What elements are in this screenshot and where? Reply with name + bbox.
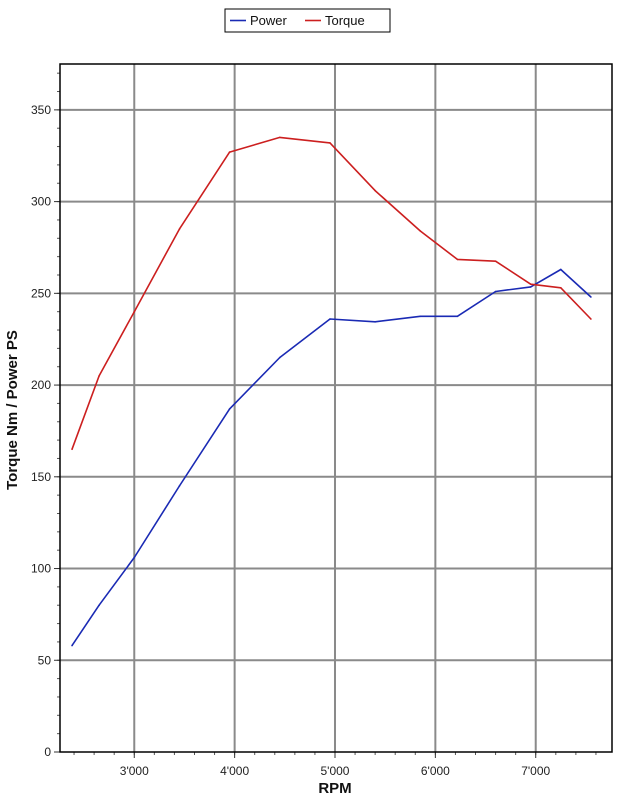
data-point-torque [278,136,281,139]
data-point-torque [494,260,497,263]
data-point-torque [98,375,100,377]
data-point-torque [456,258,459,261]
x-tick-label: 3'000 [120,764,149,778]
y-tick-label: 200 [31,378,51,392]
data-point-power [560,268,562,271]
x-axis-title: RPM [318,780,351,797]
x-tick-label: 4'000 [220,764,249,778]
data-point-power [529,286,532,288]
series-lines [71,136,592,647]
data-point-power [456,315,459,318]
data-point-power [374,320,376,323]
series-line-torque [71,136,592,450]
x-tick-label: 5'000 [320,764,349,778]
data-point-power [178,485,181,487]
data-point-power [590,296,592,298]
y-tick-label: 50 [38,653,52,667]
legend: Power Torque [224,8,391,33]
grid [60,64,612,752]
data-point-torque [590,318,592,320]
data-point-torque [329,142,331,144]
data-point-torque [178,228,181,230]
data-point-power [133,556,136,559]
data-point-torque [560,287,562,289]
y-axis-title: Torque Nm / Power PS [4,330,21,490]
data-point-power [419,315,422,318]
data-point-torque [133,310,136,313]
legend-label-torque: Torque [325,13,365,28]
data-point-power [278,356,281,359]
data-point-torque [529,283,532,285]
axes: 0 50 100 150 200 250 300 350 3'000 4'000 5'000 6'00… [31,63,613,778]
x-tick-label: 7'000 [521,764,550,778]
legend-label-power: Power [250,13,288,28]
x-tick-label: 6'000 [421,764,450,778]
data-point-power [494,290,497,293]
data-point-torque [419,230,422,232]
series-line-power [71,268,592,647]
y-tick-label: 100 [31,562,51,576]
data-point-torque [374,189,376,192]
y-tick-label: 0 [44,745,51,759]
y-tick-label: 300 [31,195,51,209]
data-point-power [71,644,73,647]
data-point-torque [71,448,73,451]
y-tick-label: 250 [31,286,51,300]
data-point-power [228,408,231,410]
y-tick-label: 150 [31,470,51,484]
y-tick-label: 350 [31,103,51,117]
data-point-power [329,318,331,320]
plot-frame [59,63,613,753]
data-point-power [98,604,100,607]
data-point-torque [228,151,231,153]
